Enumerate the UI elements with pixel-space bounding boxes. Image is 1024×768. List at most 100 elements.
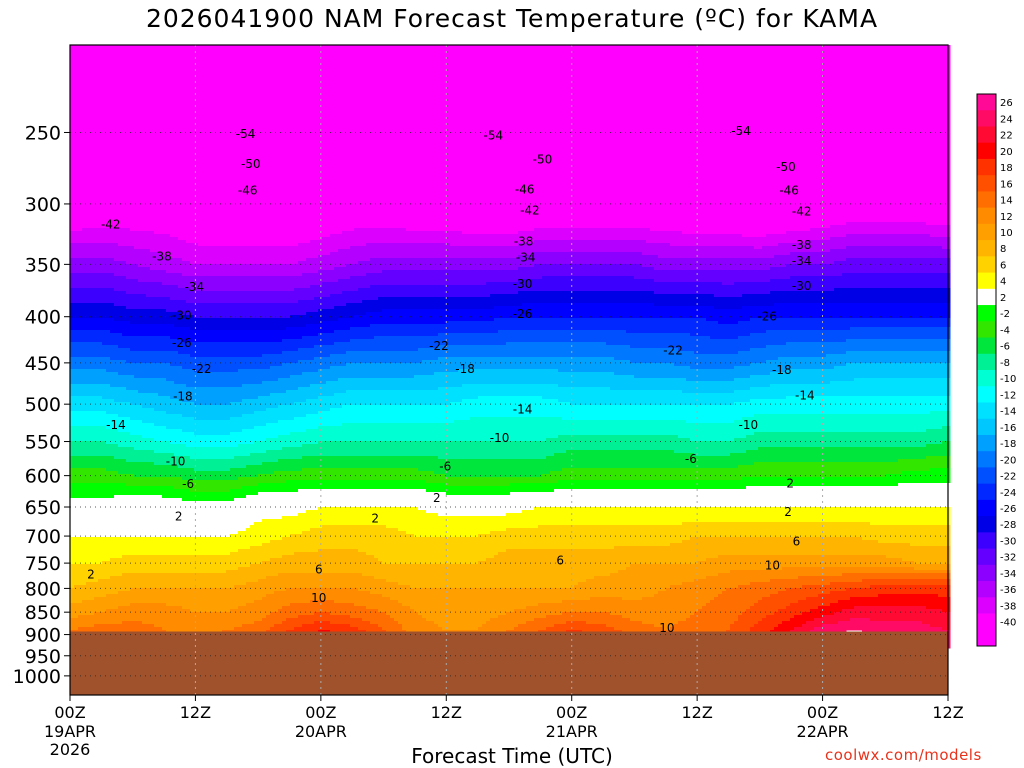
temperature-cell [682, 318, 687, 334]
temperature-cell [522, 588, 527, 610]
temperature-cell [186, 402, 191, 418]
temperature-cell [442, 459, 447, 475]
temperature-cell [442, 324, 447, 334]
temperature-cell [286, 447, 291, 460]
temperature-cell [538, 279, 543, 292]
temperature-cell [318, 411, 323, 427]
temperature-cell [582, 330, 587, 343]
temperature-cell [234, 432, 239, 448]
temperature-cell [398, 564, 403, 586]
temperature-cell [166, 351, 171, 364]
temperature-cell [374, 405, 379, 424]
temperature-cell [126, 462, 131, 475]
temperature-cell [282, 537, 287, 556]
temperature-cell [702, 489, 707, 508]
temperature-cell [614, 480, 619, 490]
temperature-cell [210, 318, 215, 331]
temperature-cell [694, 393, 699, 406]
temperature-cell [494, 459, 499, 478]
temperature-cell [546, 369, 551, 385]
temperature-cell [634, 348, 639, 364]
temperature-cell [130, 324, 135, 337]
temperature-cell [290, 447, 295, 460]
temperature-cell [254, 465, 259, 478]
temperature-cell [638, 480, 643, 490]
temperature-cell [710, 441, 715, 457]
temperature-cell [186, 447, 191, 457]
temperature-cell [682, 507, 687, 523]
temperature-cell [106, 429, 111, 445]
temperature-cell [662, 507, 667, 526]
temperature-cell [486, 270, 491, 283]
temperature-cell [430, 441, 435, 457]
temperature-cell [262, 462, 267, 475]
temperature-cell [462, 246, 467, 259]
temperature-cell [294, 417, 299, 433]
temperature-cell [458, 495, 463, 517]
temperature-cell [538, 618, 543, 631]
temperature-cell [378, 489, 383, 508]
temperature-cell [566, 489, 571, 508]
temperature-cell [710, 507, 715, 523]
temperature-cell [238, 498, 243, 532]
temperature-cell [670, 246, 675, 259]
temperature-cell [230, 357, 235, 373]
temperature-cell [366, 609, 371, 622]
temperature-cell [314, 528, 319, 553]
temperature-cell [650, 450, 655, 469]
temperature-cell [578, 357, 583, 373]
temperature-cell [498, 330, 503, 346]
temperature-cell [582, 372, 587, 388]
temperature-cell [462, 441, 467, 460]
temperature-cell [82, 396, 87, 412]
temperature-cell [370, 405, 375, 424]
temperature-cell [314, 588, 319, 601]
temperature-cell [718, 594, 723, 637]
temperature-cell [490, 45, 495, 235]
temperature-cell [238, 45, 243, 247]
temperature-cell [586, 405, 591, 421]
temperature-cell [274, 471, 279, 484]
temperature-cell [214, 420, 219, 436]
temperature-cell [70, 357, 75, 370]
temperature-cell [298, 45, 303, 244]
temperature-cell [662, 564, 667, 592]
temperature-cell [246, 456, 251, 466]
temperature-cell [658, 243, 663, 259]
temperature-cell [694, 423, 699, 442]
temperature-cell [458, 345, 463, 358]
temperature-cell [710, 369, 715, 382]
temperature-cell [202, 303, 207, 319]
temperature-cell [430, 258, 435, 271]
temperature-cell [230, 609, 235, 631]
temperature-cell [90, 564, 95, 583]
temperature-cell [266, 276, 271, 292]
temperature-cell [318, 528, 323, 550]
temperature-cell [142, 249, 147, 268]
temperature-cell [326, 369, 331, 382]
temperature-cell [270, 483, 275, 493]
temperature-cell [598, 525, 603, 550]
temperature-cell [250, 525, 255, 547]
temperature-cell [122, 387, 127, 403]
temperature-cell [574, 612, 579, 622]
temperature-cell [194, 573, 199, 589]
temperature-cell [346, 468, 351, 481]
temperature-cell [562, 453, 567, 469]
temperature-cell [422, 441, 427, 457]
temperature-cell [82, 273, 87, 289]
temperature-cell [194, 588, 199, 613]
temperature-cell [306, 531, 311, 553]
temperature-cell [450, 297, 455, 310]
temperature-cell [382, 423, 387, 442]
temperature-cell [274, 540, 279, 559]
temperature-cell [414, 45, 419, 232]
temperature-cell [722, 573, 727, 592]
temperature-cell [582, 582, 587, 601]
temperature-cell [306, 399, 311, 415]
temperature-cell [242, 585, 247, 607]
temperature-cell [78, 483, 83, 499]
temperature-cell [518, 477, 523, 484]
temperature-cell [294, 492, 299, 517]
temperature-cell [702, 468, 707, 481]
